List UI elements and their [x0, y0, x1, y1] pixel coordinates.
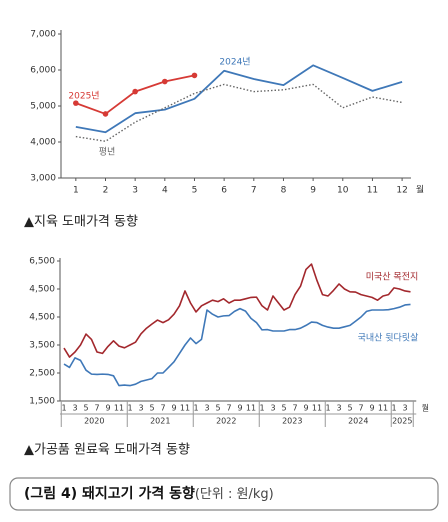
- title-text: (그림 4) 돼지고기 가격 동향: [24, 485, 195, 502]
- x-tick-label: 2: [103, 186, 109, 196]
- series-line: [63, 263, 411, 358]
- figure-title: (그림 4) 돼지고기 가격 동향(단위 : 원/kg): [24, 485, 274, 502]
- year-label: 2024: [348, 417, 368, 426]
- series-line: [75, 64, 403, 134]
- x-tick-label: 3: [138, 404, 143, 413]
- series-label: 평년: [99, 147, 116, 158]
- series-label: 2025년: [68, 91, 99, 102]
- caption: ▲가공품 원료육 도매가격 동향: [24, 443, 190, 458]
- x-tick-label: 8: [281, 186, 287, 196]
- y-tick-label: 5,000: [30, 102, 56, 112]
- x-tick-label: 10: [337, 186, 349, 196]
- x-tick-label: 3: [402, 404, 407, 413]
- y-tick-label: 4,500: [29, 285, 55, 295]
- year-label: 2021: [150, 417, 170, 426]
- x-axis-label: 월: [422, 403, 429, 413]
- x-tick-label: 3: [270, 404, 275, 413]
- x-tick-label: 7: [160, 404, 165, 413]
- x-tick-label: 3: [204, 404, 209, 413]
- x-tick-label: 7: [251, 186, 257, 196]
- year-label: 2022: [216, 417, 236, 426]
- year-label: 2023: [282, 417, 302, 426]
- x-tick-label: 5: [281, 404, 286, 413]
- y-tick-label: 4,000: [30, 138, 56, 148]
- x-tick-label: 4: [162, 186, 168, 196]
- title-box: [9, 477, 439, 511]
- x-tick-label: 9: [237, 404, 242, 413]
- x-tick-label: 11: [367, 186, 378, 196]
- series-label: 미국산 목전지: [366, 272, 419, 283]
- y-tick-label: 6,000: [30, 66, 56, 76]
- y-tick-label: 3,000: [30, 174, 56, 184]
- point: [191, 72, 198, 79]
- x-tick-label: 11: [312, 404, 322, 413]
- point: [73, 100, 79, 106]
- y-tick-label: 1,500: [29, 397, 55, 407]
- x-tick-label: 9: [303, 404, 308, 413]
- x-tick-label: 11: [246, 404, 256, 413]
- x-tick-label: 3: [336, 404, 341, 413]
- x-tick-label: 7: [94, 404, 99, 413]
- x-tick-label: 3: [132, 186, 138, 196]
- x-tick-label: 7: [358, 404, 363, 413]
- point: [102, 111, 109, 117]
- series-label: 국내산 뒷다릿살: [358, 332, 419, 344]
- unit-text: (단위 : 원/kg): [195, 487, 274, 502]
- x-tick-label: 9: [171, 404, 176, 413]
- y-tick-label: 2,500: [29, 369, 55, 379]
- x-tick-label: 3: [72, 404, 77, 413]
- x-tick-label: 7: [226, 404, 231, 413]
- x-tick-label: 5: [83, 404, 88, 413]
- x-tick-label: 11: [378, 404, 388, 413]
- x-tick-label: 1: [325, 404, 330, 413]
- x-tick-label: 11: [114, 404, 124, 413]
- y-tick-label: 3,500: [29, 341, 55, 351]
- x-tick-label: 9: [369, 404, 374, 413]
- x-tick-label: 5: [347, 404, 352, 413]
- x-tick-label: 5: [192, 186, 198, 196]
- x-tick-label: 9: [105, 404, 110, 413]
- x-tick-label: 12: [396, 186, 407, 196]
- y-tick-label: 4,500: [29, 313, 55, 323]
- series-line: [63, 303, 411, 387]
- point: [132, 88, 138, 95]
- x-tick-label: 7: [292, 404, 297, 413]
- x-tick-label: 1: [61, 404, 66, 413]
- x-axis-label: 월: [416, 184, 424, 196]
- x-tick-label: 1: [73, 186, 79, 196]
- x-tick-label: 1: [391, 404, 396, 413]
- series-label: 2024년: [219, 57, 250, 68]
- x-tick-label: 9: [310, 186, 316, 196]
- x-tick-label: 1: [193, 404, 198, 413]
- caption: ▲지육 도매가격 동향: [24, 215, 138, 230]
- x-tick-label: 5: [149, 404, 154, 413]
- x-tick-label: 11: [180, 404, 190, 413]
- x-tick-label: 1: [127, 404, 132, 413]
- y-tick-label: 6,500: [29, 257, 55, 267]
- x-tick-label: 5: [215, 404, 220, 413]
- x-tick-label: 6: [221, 186, 227, 196]
- x-tick-label: 1: [259, 404, 264, 413]
- point: [162, 78, 168, 85]
- y-tick-label: 7,000: [30, 30, 56, 40]
- year-label: 2025: [392, 417, 412, 426]
- year-label: 2020: [84, 417, 104, 426]
